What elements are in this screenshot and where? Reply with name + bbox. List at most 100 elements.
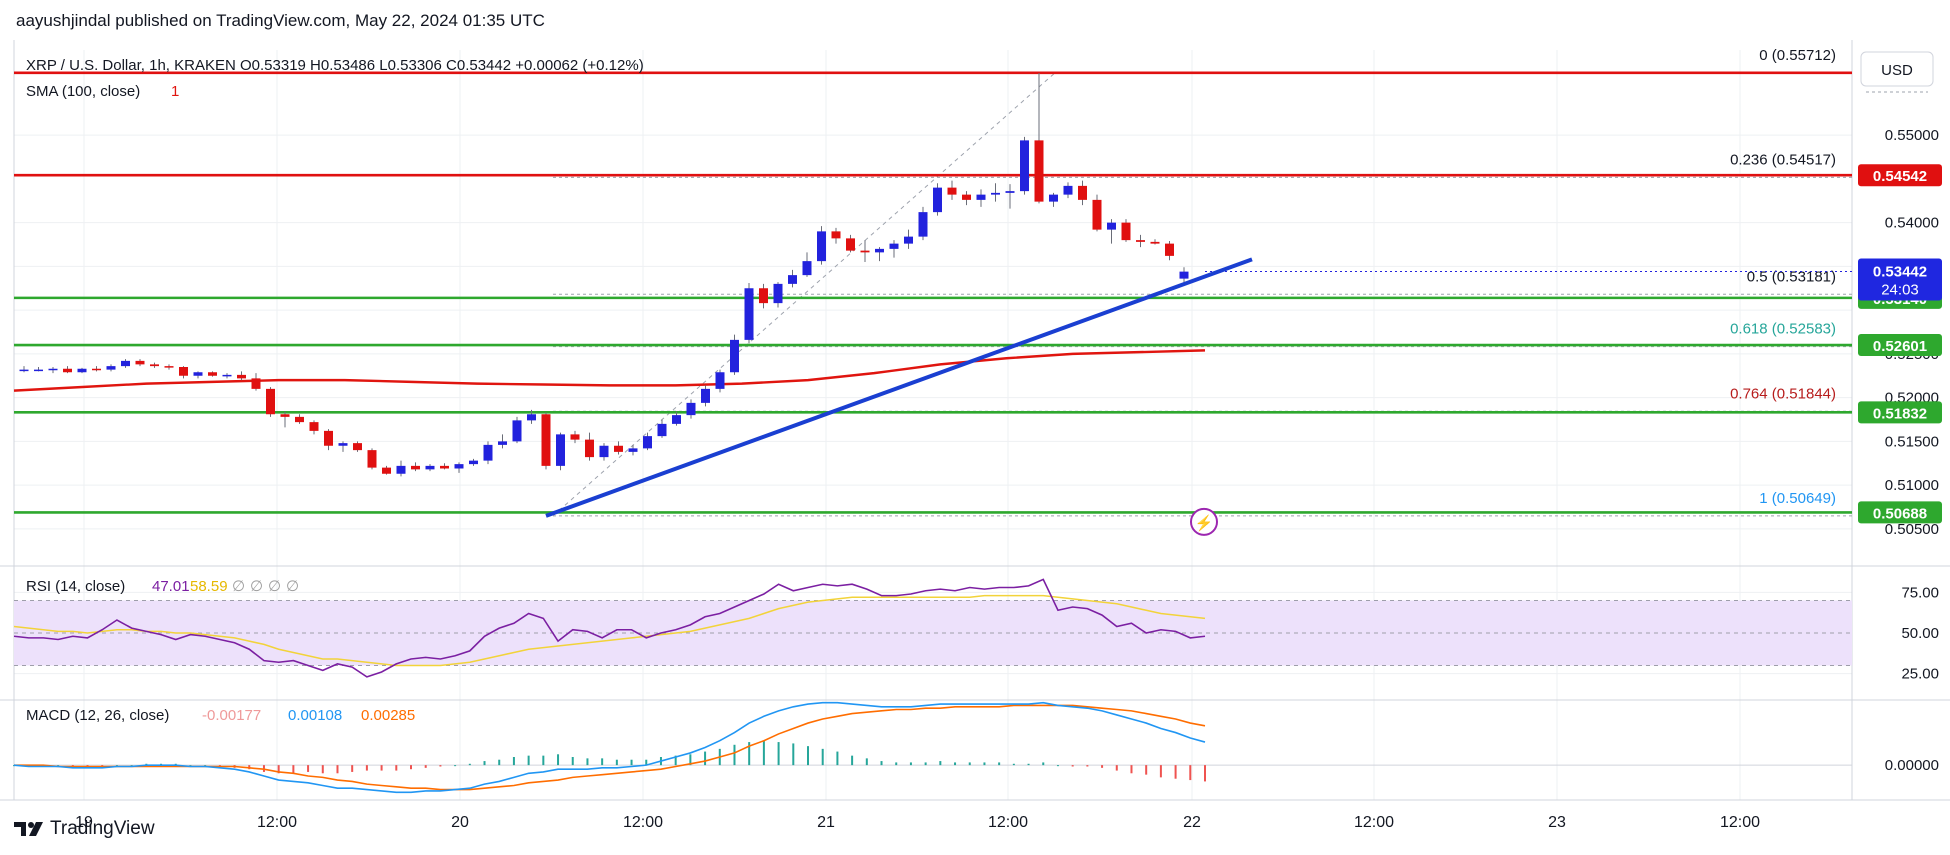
- candle: [1034, 140, 1044, 202]
- legend-value: L0.53306: [379, 57, 442, 74]
- fib-retracement: 0 (0.55712) 0.236 (0.54517) 0.5 (0.53181) 0…: [552, 47, 1852, 517]
- macd-histogram-bar: [1204, 765, 1206, 782]
- candle: [367, 450, 377, 468]
- candle: [309, 422, 319, 431]
- macd-histogram-bar: [204, 765, 207, 767]
- candle: [280, 414, 290, 417]
- macd-histogram-bar: [689, 754, 692, 766]
- macd-histogram-bar: [1174, 765, 1177, 779]
- rsi-legend-value: ∅: [232, 578, 245, 595]
- macd-histogram-bar: [630, 759, 633, 766]
- macd-tick: 0.00000: [1885, 757, 1939, 774]
- macd-histogram-bar: [439, 765, 442, 767]
- candle: [628, 448, 638, 452]
- macd-histogram-bar: [748, 742, 751, 766]
- candle: [1063, 185, 1073, 195]
- macd-histogram-bar: [336, 765, 339, 774]
- candle: [817, 231, 826, 262]
- grid: [0, 40, 1950, 801]
- candle: [527, 414, 536, 421]
- trendline: ⚡: [545, 257, 1253, 536]
- candle: [208, 372, 217, 376]
- candle: [121, 360, 130, 367]
- candle: [34, 369, 43, 372]
- last-price-tag: [1858, 258, 1942, 301]
- candle: [106, 366, 116, 370]
- candle: [92, 368, 101, 371]
- candle: [686, 402, 696, 416]
- candle: [701, 388, 710, 403]
- macd-histogram-bar: [57, 765, 60, 767]
- price-tick: 0.55000: [1885, 127, 1939, 144]
- macd-line: [13, 701, 1206, 794]
- macd-histogram-bar: [865, 758, 868, 766]
- price-tick: 0.51000: [1885, 477, 1939, 494]
- tradingview-brand: TradingView: [50, 818, 155, 839]
- candle: [657, 423, 667, 437]
- macd-signal-line: [14, 704, 1206, 791]
- rsi-pane: 75.00 50.00 25.00: [13, 578, 1939, 683]
- support-price-label: 0.50688: [1873, 505, 1927, 522]
- support-price-tag: [1858, 501, 1942, 524]
- sma-line: [13, 349, 1206, 392]
- candle: [585, 439, 594, 458]
- candle: [483, 444, 493, 461]
- macd-histogram-bar: [115, 765, 118, 767]
- candle: [715, 372, 725, 389]
- rsi-tick: 75.00: [1901, 584, 1939, 601]
- macd-histogram-bar: [762, 740, 765, 766]
- candle: [382, 467, 391, 474]
- macd-histogram-bar: [807, 746, 809, 766]
- rsi-legend: RSI (14, close): [26, 578, 125, 595]
- macd-histogram-bar: [1145, 765, 1148, 775]
- candle: [150, 364, 159, 367]
- macd-histogram-bar: [380, 765, 383, 771]
- candle: [1078, 185, 1087, 200]
- time-tick: 12:00: [623, 814, 663, 831]
- macd-histogram-bar: [792, 743, 795, 766]
- macd-legend: MACD (12, 26, close): [26, 707, 169, 724]
- macd-legend-value: 0.00108: [288, 707, 342, 724]
- macd-histogram-bar: [454, 765, 457, 767]
- rsi-legend-value: ∅: [286, 578, 299, 595]
- fib-label: 0 (0.55712): [1759, 47, 1836, 64]
- candle: [962, 194, 971, 200]
- macd-histogram-bar: [895, 762, 898, 766]
- macd-histogram-bar: [1086, 765, 1089, 767]
- macd-histogram-bar: [424, 765, 427, 768]
- candle: [788, 275, 797, 284]
- candle: [933, 187, 942, 213]
- alert-icon: [1190, 507, 1218, 536]
- time-tick: 19: [75, 814, 93, 831]
- candle: [512, 420, 522, 442]
- support-price-label: 0.52601: [1873, 338, 1927, 355]
- macd-histogram-bar: [498, 759, 501, 766]
- macd-histogram-bar: [1042, 762, 1045, 766]
- rsi-tick: 25.00: [1901, 666, 1939, 683]
- fib-label: 0.764 (0.51844): [1730, 385, 1836, 402]
- horizontal-levels: [14, 71, 1852, 514]
- macd-histogram-bar: [704, 751, 707, 766]
- macd-histogram-bar: [954, 762, 957, 766]
- macd-histogram-bar: [1027, 763, 1030, 766]
- candle: [63, 368, 72, 373]
- candle: [976, 194, 986, 200]
- macd-histogram-bar: [998, 762, 1001, 766]
- rsi-line: [13, 578, 1206, 678]
- flash-icon: ⚡: [1195, 514, 1214, 532]
- symbol-legend: XRP / U.S. Dollar, 1h, KRAKEN O0.53319 H…: [26, 57, 644, 74]
- macd-histogram-bar: [674, 755, 677, 766]
- support-price-tag: [1858, 401, 1942, 424]
- sma-100-line: [13, 349, 1206, 392]
- fib-label: 1 (0.50649): [1759, 490, 1836, 507]
- macd-legend-value: 0.00285: [361, 707, 415, 724]
- price-tick: 0.50500: [1885, 521, 1939, 538]
- time-tick: 23: [1548, 814, 1566, 831]
- macd-histogram-bar: [615, 759, 618, 766]
- time-tick: 21: [817, 814, 835, 831]
- macd-histogram-bar: [733, 744, 736, 766]
- tradingview-logo[interactable]: TradingView: [14, 818, 155, 840]
- bar-countdown: 24:03: [1881, 281, 1919, 298]
- candle: [1165, 243, 1174, 256]
